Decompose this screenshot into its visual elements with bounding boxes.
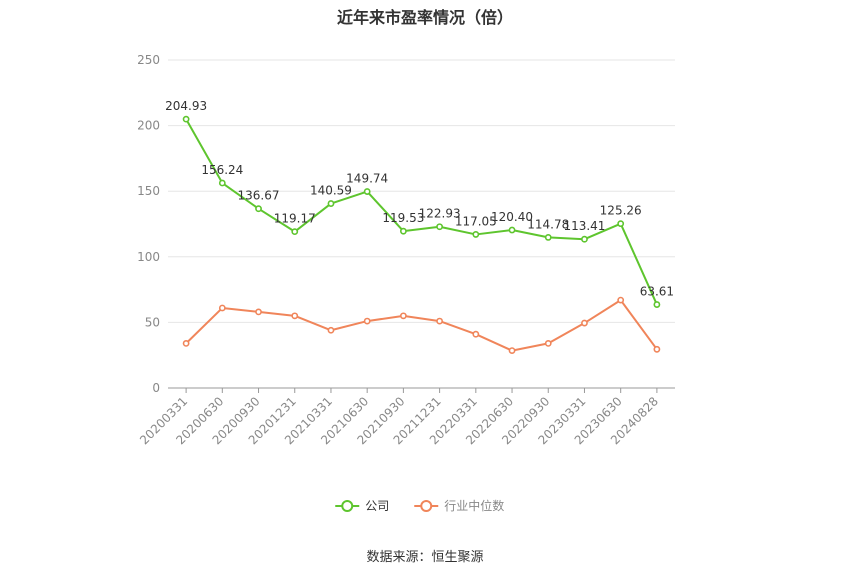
legend: 公司 行业中位数 [335,498,504,513]
data-label: 122.93 [419,207,461,221]
data-label: 119.53 [382,211,424,225]
data-label: 63.61 [640,285,674,299]
data-label: 204.93 [165,99,207,113]
source-note: 数据来源：恒生聚源 [366,550,484,565]
data-label: 140.59 [310,184,352,198]
series-point-0 [653,301,661,308]
chart-title: 近年来市盈率情况（倍） [336,8,513,27]
series-point-1 [327,326,335,334]
series-point-0 [617,220,625,228]
series-point-1 [255,308,262,316]
series-point-0 [255,205,262,213]
series-point-1 [617,296,625,304]
y-tick-label: 200 [137,119,160,133]
series-point-0 [472,231,480,238]
series-point-0 [363,188,371,195]
series-point-0 [291,228,299,236]
series-point-1 [544,339,552,347]
legend-marker-point [341,500,354,512]
series-point-0 [218,179,226,187]
series-point-0 [327,200,335,207]
axes: 0501001502002502020033120200630202009302… [137,53,675,447]
series-line-0 [185,118,658,305]
data-label: 156.24 [201,163,243,177]
y-tick-label: 250 [137,53,160,67]
data-label: 136.67 [238,189,280,203]
series-point-1 [436,317,444,325]
data-label: 117.05 [455,214,497,228]
y-tick-label: 0 [152,381,160,395]
data-label: 149.74 [346,172,388,186]
series-point-1 [508,347,516,355]
legend-label: 行业中位数 [444,498,504,513]
series-point-0 [182,115,190,123]
series-point-0 [508,226,516,234]
data-label: 125.26 [600,204,642,218]
series-point-1 [363,317,371,325]
data-label: 113.41 [563,219,605,233]
data-label: 119.17 [274,212,316,226]
gridlines [168,59,675,323]
series-point-0 [399,227,407,235]
series-point-1 [291,312,299,320]
series-line-1 [185,299,658,352]
series-point-0 [544,234,552,241]
y-tick-label: 150 [137,184,160,198]
series-point-1 [399,312,407,320]
y-tick-label: 50 [145,315,160,329]
series-point-1 [581,319,588,327]
data-label: 120.40 [491,210,533,224]
series-point-1 [218,304,226,312]
series-point-1 [472,330,480,338]
series-point-1 [182,339,190,347]
legend-marker-point [420,500,433,512]
series-point-0 [581,235,588,243]
series-point-1 [653,345,661,353]
series-lines [182,115,661,355]
y-tick-label: 100 [137,250,160,264]
legend-item-0: 公司 [335,499,389,513]
legend-item-1: 行业中位数 [414,498,504,513]
data-label: 114.78 [527,217,569,231]
series-point-0 [436,223,444,231]
legend-label: 公司 [365,499,389,513]
